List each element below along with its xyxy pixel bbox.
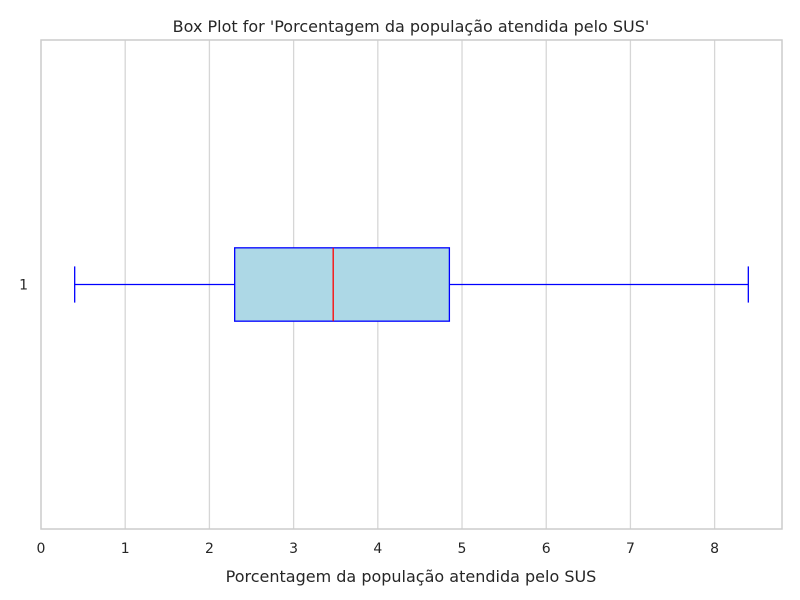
x-tick-label: 2 bbox=[205, 541, 214, 557]
x-axis-label: Porcentagem da população atendida pelo S… bbox=[226, 567, 597, 586]
x-tick-label: 6 bbox=[542, 541, 551, 557]
x-tick-label: 4 bbox=[373, 541, 382, 557]
interquartile-box bbox=[234, 247, 451, 322]
plot-frame bbox=[40, 39, 783, 530]
chart-title: Box Plot for 'Porcentagem da população a… bbox=[173, 17, 650, 36]
x-tick-label: 3 bbox=[289, 541, 298, 557]
x-tick-label: 1 bbox=[121, 541, 130, 557]
x-tick-label: 7 bbox=[626, 541, 635, 557]
x-tick-label: 0 bbox=[37, 541, 46, 557]
x-tick-label: 8 bbox=[710, 541, 719, 557]
y-tick-label: 1 bbox=[19, 278, 28, 294]
x-axis-ticks: 0 1 2 3 4 5 6 7 8 bbox=[37, 541, 720, 557]
box-plot-marks bbox=[74, 247, 749, 322]
y-axis-ticks: 1 bbox=[19, 278, 28, 294]
x-tick-label: 5 bbox=[458, 541, 467, 557]
